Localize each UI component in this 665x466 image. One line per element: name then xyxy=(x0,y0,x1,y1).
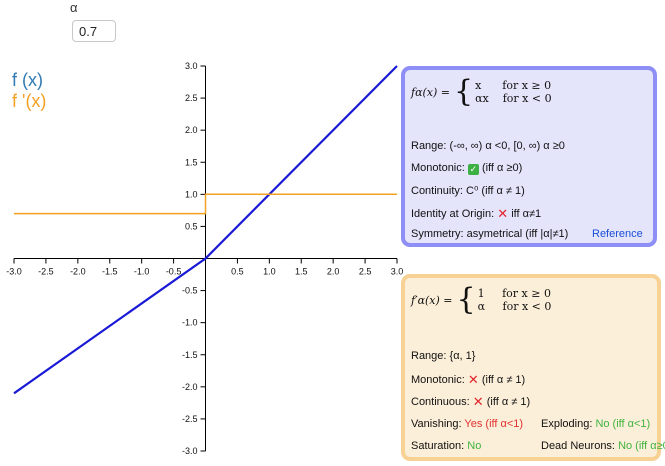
y-tick-label: -1.5 xyxy=(182,350,198,360)
vanishing-row: Vanishing: Yes (iff α<1) xyxy=(411,418,524,430)
cross-icon: ✕ xyxy=(497,206,509,221)
cross-icon: ✕ xyxy=(467,372,479,387)
derivative-continuous-row: Continuous: ✕ (iff α ≠ 1) xyxy=(411,394,531,409)
x-tick-label: -2.0 xyxy=(70,267,86,277)
x-tick-label: -1.5 xyxy=(102,267,118,277)
derivative-formula-lhs: f′α(x) = xyxy=(411,293,453,307)
y-tick-label: -0.5 xyxy=(182,286,198,296)
continuity-text: Continuity: C⁰ (iff α ≠ 1) xyxy=(411,185,525,197)
y-tick-label: 1.0 xyxy=(185,189,198,199)
x-tick-label: 2.5 xyxy=(359,267,372,277)
derivative-range-text: Range: {α, 1} xyxy=(411,350,476,362)
legend-df: f '(x) xyxy=(12,91,47,111)
function-formula: fα(x) = { x for x ≥ 0 αx for x < 0 xyxy=(411,74,552,109)
y-tick-label: 0.5 xyxy=(185,221,198,231)
dead-neurons-row: Dead Neurons: No (iff α≥0) xyxy=(541,440,665,452)
df-series-line xyxy=(14,193,397,215)
y-tick-label: -1.0 xyxy=(182,318,198,328)
y-tick-label: 2.0 xyxy=(185,125,198,135)
saturation-value: No xyxy=(467,440,482,452)
range-text: Range: (-∞, ∞) α <0, [0, ∞) α ≥0 xyxy=(411,140,565,152)
x-tick-label: 0.5 xyxy=(231,267,244,277)
x-tick-label: 2.0 xyxy=(327,267,340,277)
y-tick-label: 2.5 xyxy=(185,93,198,103)
derivative-case-2: α for x < 0 xyxy=(477,300,552,313)
formula-case-1: x for x ≥ 0 xyxy=(475,79,552,92)
alpha-input[interactable] xyxy=(72,20,116,42)
y-tick-label: -3.0 xyxy=(182,446,198,456)
x-tick-label: -1.0 xyxy=(134,267,150,277)
formula-lhs: fα(x) = xyxy=(411,85,450,99)
saturation-row: Saturation: No xyxy=(411,440,482,452)
alpha-label: α xyxy=(70,0,78,15)
dead-neurons-value: No (iff α≥0) xyxy=(618,440,665,452)
check-icon: ✓ xyxy=(467,164,479,175)
y-tick-label: 1.5 xyxy=(185,157,198,167)
exploding-row: Exploding: No (iff α<1) xyxy=(541,418,651,430)
x-tick-label: 3.0 xyxy=(391,267,404,277)
y-tick-label: -2.0 xyxy=(182,382,198,392)
legend-f: f (x) xyxy=(12,70,43,90)
exploding-value: No (iff α<1) xyxy=(595,418,651,430)
y-tick-label: -2.5 xyxy=(182,414,198,424)
x-tick-label: -0.5 xyxy=(166,267,182,277)
x-tick-label: 1.0 xyxy=(263,267,276,277)
formula-case-2: αx for x < 0 xyxy=(475,92,552,105)
cross-icon: ✕ xyxy=(472,394,484,409)
reference-link[interactable]: Reference xyxy=(592,228,643,240)
monotonic-row: Monotonic: ✓ (iff α ≥0) xyxy=(411,162,523,175)
y-tick-label: 3.0 xyxy=(185,61,198,71)
symmetry-text: Symmetry: asymetrical (iff |α|≠1) xyxy=(411,228,569,240)
f-series-line xyxy=(13,65,398,395)
derivative-formula: f′α(x) = { 1 for x ≥ 0 α for x < 0 xyxy=(411,282,552,317)
derivative-case-1: 1 for x ≥ 0 xyxy=(477,287,551,300)
function-panel: fα(x) = { x for x ≥ 0 αx for x < 0 Range… xyxy=(401,66,657,247)
derivative-panel: f′α(x) = { 1 for x ≥ 0 α for x < 0 Range… xyxy=(401,274,665,461)
x-tick-label: -3.0 xyxy=(6,267,22,277)
identity-row: Identity at Origin: ✕ iff α≠1 xyxy=(411,206,542,221)
x-tick-label: -2.5 xyxy=(38,267,54,277)
derivative-monotonic-row: Monotonic: ✕ (iff α ≠ 1) xyxy=(411,372,526,387)
x-tick-label: 1.5 xyxy=(295,267,308,277)
vanishing-value: Yes (iff α<1) xyxy=(464,418,524,430)
